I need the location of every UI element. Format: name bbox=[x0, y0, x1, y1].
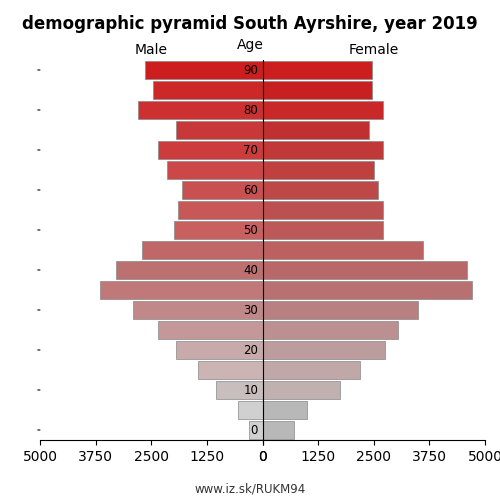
Bar bbox=[262, 121, 370, 139]
Text: 20: 20 bbox=[243, 344, 258, 356]
Bar bbox=[262, 181, 378, 199]
Bar bbox=[248, 421, 262, 439]
Bar bbox=[262, 201, 382, 219]
Bar bbox=[167, 161, 262, 179]
Bar bbox=[216, 381, 262, 399]
Bar bbox=[134, 301, 262, 319]
Bar bbox=[262, 321, 398, 339]
Bar bbox=[262, 281, 472, 299]
Bar bbox=[262, 381, 340, 399]
Bar bbox=[176, 121, 262, 139]
Bar bbox=[262, 241, 422, 259]
Text: 40: 40 bbox=[243, 264, 258, 276]
Text: 80: 80 bbox=[244, 104, 258, 117]
Bar bbox=[158, 141, 262, 159]
Bar bbox=[262, 361, 360, 379]
Text: demographic pyramid South Ayrshire, year 2019: demographic pyramid South Ayrshire, year… bbox=[22, 15, 478, 33]
Bar bbox=[144, 61, 262, 79]
Bar bbox=[262, 401, 307, 419]
Bar bbox=[262, 301, 418, 319]
Text: 10: 10 bbox=[243, 384, 258, 396]
Bar bbox=[262, 61, 372, 79]
Bar bbox=[262, 341, 385, 359]
Text: 60: 60 bbox=[243, 184, 258, 196]
Bar bbox=[238, 401, 262, 419]
X-axis label: Female: Female bbox=[348, 44, 399, 58]
Text: www.iz.sk/RUKM94: www.iz.sk/RUKM94 bbox=[194, 482, 306, 495]
Bar bbox=[174, 221, 262, 239]
Bar bbox=[262, 141, 382, 159]
Text: 0: 0 bbox=[250, 424, 258, 436]
Bar bbox=[142, 241, 262, 259]
Text: 50: 50 bbox=[244, 224, 258, 236]
Bar bbox=[262, 101, 382, 119]
Bar bbox=[262, 81, 372, 99]
Bar bbox=[262, 161, 374, 179]
Bar bbox=[116, 261, 262, 279]
Bar bbox=[178, 201, 262, 219]
Bar bbox=[158, 321, 262, 339]
Bar bbox=[262, 421, 294, 439]
Bar bbox=[154, 81, 262, 99]
Bar bbox=[198, 361, 262, 379]
Bar bbox=[262, 261, 467, 279]
Bar bbox=[100, 281, 262, 299]
Text: 90: 90 bbox=[243, 64, 258, 76]
Bar bbox=[262, 221, 382, 239]
Text: 30: 30 bbox=[244, 304, 258, 316]
X-axis label: Male: Male bbox=[135, 44, 168, 58]
Text: Age: Age bbox=[236, 38, 264, 52]
Text: 70: 70 bbox=[243, 144, 258, 156]
Bar bbox=[182, 181, 262, 199]
Bar bbox=[176, 341, 262, 359]
Bar bbox=[138, 101, 262, 119]
